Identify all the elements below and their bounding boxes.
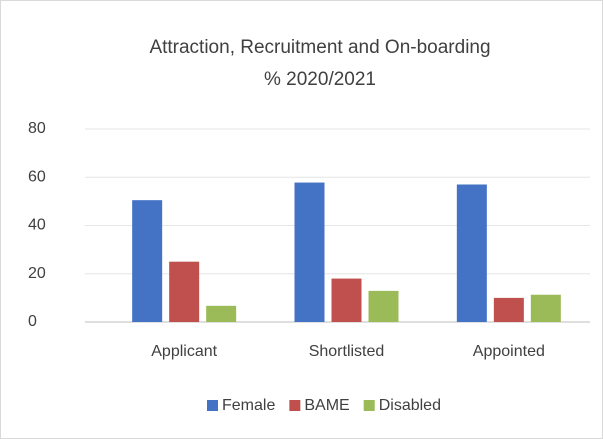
legend-swatch xyxy=(289,400,301,411)
bar xyxy=(206,305,237,322)
legend-label: Female xyxy=(222,397,275,414)
y-tick-label: 20 xyxy=(28,265,46,282)
bar xyxy=(294,182,325,322)
y-tick-label: 40 xyxy=(28,217,46,234)
bar xyxy=(530,294,561,322)
bar xyxy=(169,261,200,322)
chart-title: % 2020/2021 xyxy=(264,69,376,90)
bar xyxy=(368,290,399,322)
bar xyxy=(493,297,524,322)
legend-swatch xyxy=(207,400,218,411)
bar xyxy=(132,200,163,322)
y-tick-label: 0 xyxy=(28,313,37,330)
legend-swatch xyxy=(363,400,375,411)
y-tick-label: 80 xyxy=(28,120,46,137)
bar xyxy=(456,184,487,322)
legend-label: Disabled xyxy=(379,397,441,414)
x-tick-label: Shortlisted xyxy=(309,343,385,360)
x-tick-label: Appointed xyxy=(473,343,545,360)
bar xyxy=(331,278,362,322)
y-tick-label: 60 xyxy=(28,168,46,185)
chart-title: Attraction, Recruitment and On-boarding xyxy=(149,37,490,58)
x-tick-label: Applicant xyxy=(151,343,217,360)
legend-label: BAME xyxy=(304,397,349,414)
